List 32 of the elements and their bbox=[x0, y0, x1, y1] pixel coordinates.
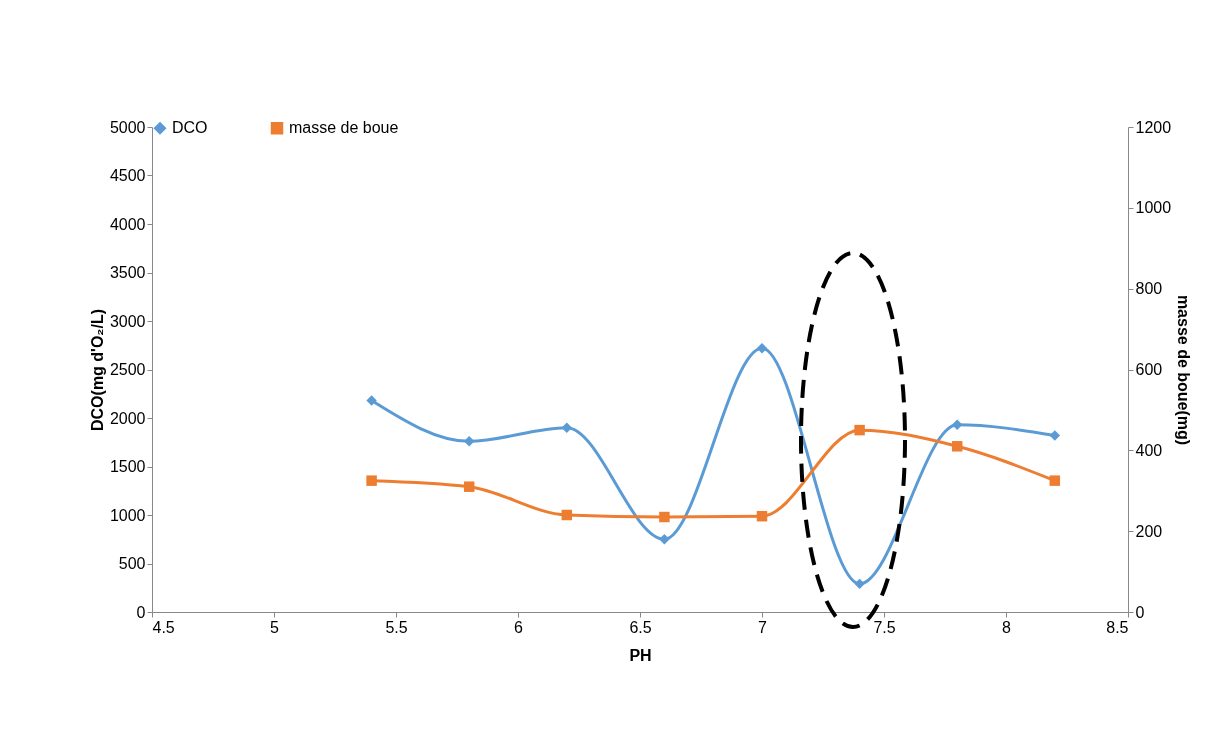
y2-tick-label: 1200 bbox=[1135, 118, 1172, 136]
y-tick-label: 3500 bbox=[109, 264, 146, 281]
y2-tick-label: 600 bbox=[1135, 361, 1163, 378]
x-tick-label: 5 bbox=[270, 618, 280, 636]
y2-tick-label: 1000 bbox=[1135, 199, 1172, 217]
y-tick-label: 2500 bbox=[109, 361, 146, 378]
x-tick-label: 6.5 bbox=[629, 618, 652, 636]
y2-tick-label: 800 bbox=[1135, 280, 1163, 298]
x-tick-label: 8.5 bbox=[1106, 618, 1129, 636]
legend-label: DCO bbox=[172, 119, 208, 137]
y-axis-title: DCO(mg d'O₂/L) bbox=[88, 308, 106, 432]
y-tick-label: 3000 bbox=[109, 312, 146, 330]
y2-tick-label: 200 bbox=[1135, 522, 1163, 540]
x-axis-title: PH bbox=[629, 646, 652, 664]
y-tick-label: 1500 bbox=[109, 458, 146, 475]
y-tick-label: 4500 bbox=[109, 167, 146, 184]
y-tick-label: 1000 bbox=[109, 506, 146, 524]
y-tick-label: 0 bbox=[136, 603, 146, 621]
y-tick-label: 2000 bbox=[109, 409, 146, 427]
y-tick-label: 4000 bbox=[109, 215, 146, 233]
legend-label: masse de boue bbox=[289, 119, 399, 137]
y2-tick-label: 0 bbox=[1135, 603, 1145, 621]
x-tick-label: 7.5 bbox=[873, 618, 896, 636]
x-tick-label: 6 bbox=[514, 618, 524, 636]
x-tick-label: 7 bbox=[758, 618, 768, 636]
x-tick-label: 4.5 bbox=[152, 618, 175, 636]
x-tick-label: 5.5 bbox=[385, 618, 408, 636]
y2-axis-title: masse de boue(mg) bbox=[1175, 294, 1193, 446]
y-tick-label: 5000 bbox=[109, 118, 146, 136]
y-tick-label: 500 bbox=[118, 555, 146, 572]
y2-tick-label: 400 bbox=[1135, 441, 1163, 459]
x-tick-label: 8 bbox=[1002, 618, 1012, 636]
